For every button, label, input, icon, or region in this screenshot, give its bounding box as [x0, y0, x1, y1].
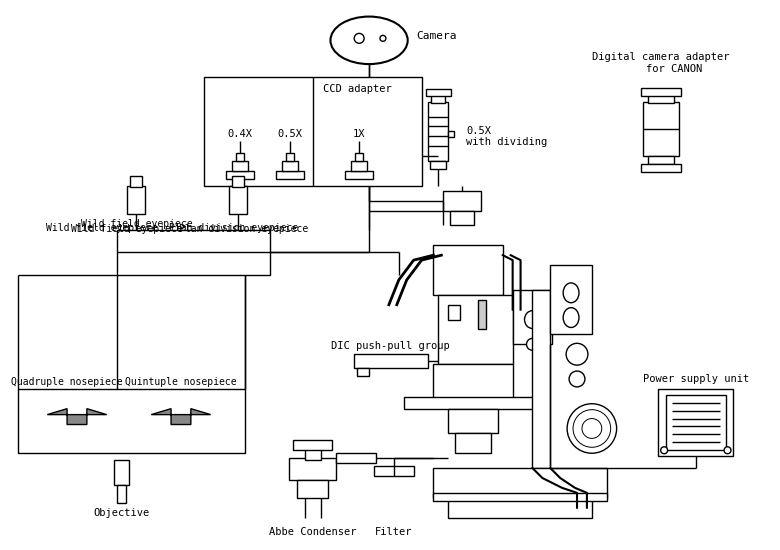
Bar	[648, 95, 674, 103]
Text: 1X: 1X	[353, 129, 365, 139]
Bar	[438, 295, 512, 364]
Bar	[533, 290, 550, 468]
Bar	[644, 102, 679, 156]
Bar	[450, 211, 474, 226]
Bar	[346, 171, 373, 179]
Text: Plan division eyepiece: Plan division eyepiece	[168, 223, 298, 233]
Text: 0.4X: 0.4X	[228, 129, 253, 139]
Bar	[357, 368, 369, 376]
Text: 0.5X
with dividing: 0.5X with dividing	[466, 125, 548, 147]
Bar	[351, 161, 367, 171]
Bar	[282, 161, 298, 171]
Bar	[374, 466, 413, 476]
Bar	[229, 186, 247, 213]
Bar	[371, 35, 381, 45]
Ellipse shape	[569, 371, 585, 387]
Text: CCD adapter: CCD adapter	[323, 84, 392, 94]
Bar	[641, 88, 681, 96]
Bar	[353, 30, 385, 50]
Bar	[232, 161, 248, 171]
Bar	[434, 468, 607, 498]
Bar	[232, 176, 244, 187]
Ellipse shape	[331, 16, 408, 64]
Polygon shape	[48, 409, 107, 425]
Bar	[18, 389, 245, 453]
Text: Abbe Condenser: Abbe Condenser	[269, 527, 356, 537]
Ellipse shape	[563, 283, 579, 302]
Ellipse shape	[380, 35, 386, 41]
Bar	[289, 458, 336, 480]
Bar	[456, 433, 491, 453]
Bar	[236, 153, 244, 161]
Bar	[116, 485, 126, 503]
Bar	[297, 480, 328, 498]
Bar	[431, 95, 445, 103]
Ellipse shape	[573, 410, 611, 447]
Bar	[448, 409, 498, 433]
Bar	[641, 164, 681, 172]
Ellipse shape	[567, 404, 617, 453]
Ellipse shape	[661, 447, 668, 454]
Bar	[434, 245, 503, 295]
Text: Digital camera adapter
    for CANON: Digital camera adapter for CANON	[593, 52, 730, 74]
Bar	[512, 290, 552, 344]
Text: Power supply unit: Power supply unit	[643, 374, 749, 384]
Bar	[666, 395, 725, 450]
Ellipse shape	[524, 311, 541, 328]
Ellipse shape	[566, 343, 588, 365]
Bar	[550, 265, 592, 334]
Bar	[114, 460, 129, 485]
Bar	[276, 171, 303, 179]
Bar	[448, 305, 460, 320]
Ellipse shape	[354, 34, 364, 43]
Ellipse shape	[526, 338, 538, 350]
Bar	[292, 441, 332, 450]
Bar	[434, 493, 607, 500]
Bar	[434, 364, 512, 399]
Bar	[305, 448, 321, 460]
Bar	[116, 230, 270, 275]
Text: Quintuple nosepiece: Quintuple nosepiece	[125, 377, 237, 387]
Bar	[336, 453, 376, 463]
Text: Wild field eyepiece: Wild field eyepiece	[71, 223, 183, 234]
Bar	[431, 161, 446, 169]
Bar	[355, 153, 363, 161]
Bar	[448, 131, 454, 138]
Text: Quadruple nosepiece: Quadruple nosepiece	[11, 377, 123, 387]
Bar	[443, 191, 481, 211]
Bar	[658, 389, 733, 456]
Bar	[426, 89, 452, 96]
Bar	[354, 354, 428, 368]
Text: Filter: Filter	[375, 527, 413, 537]
Text: Wild field eyepiece: Wild field eyepiece	[80, 218, 192, 229]
Bar	[404, 397, 542, 409]
Bar	[448, 498, 592, 518]
Bar	[478, 300, 486, 329]
Bar	[204, 77, 421, 186]
Ellipse shape	[563, 307, 579, 327]
Text: 0.5X: 0.5X	[278, 129, 303, 139]
Text: DIC push-pull group: DIC push-pull group	[332, 342, 450, 351]
Bar	[648, 156, 674, 164]
Ellipse shape	[582, 419, 601, 438]
Bar	[130, 176, 142, 187]
Text: Plan division eyepiece: Plan division eyepiece	[179, 223, 308, 234]
Text: Camera: Camera	[417, 31, 457, 41]
Bar	[286, 153, 294, 161]
Ellipse shape	[724, 447, 731, 454]
Bar	[428, 102, 448, 161]
Bar	[226, 171, 254, 179]
Polygon shape	[151, 409, 211, 425]
Bar	[127, 186, 145, 213]
Text: Wild field eyepiece: Wild field eyepiece	[46, 223, 158, 233]
Text: Objective: Objective	[94, 508, 150, 518]
